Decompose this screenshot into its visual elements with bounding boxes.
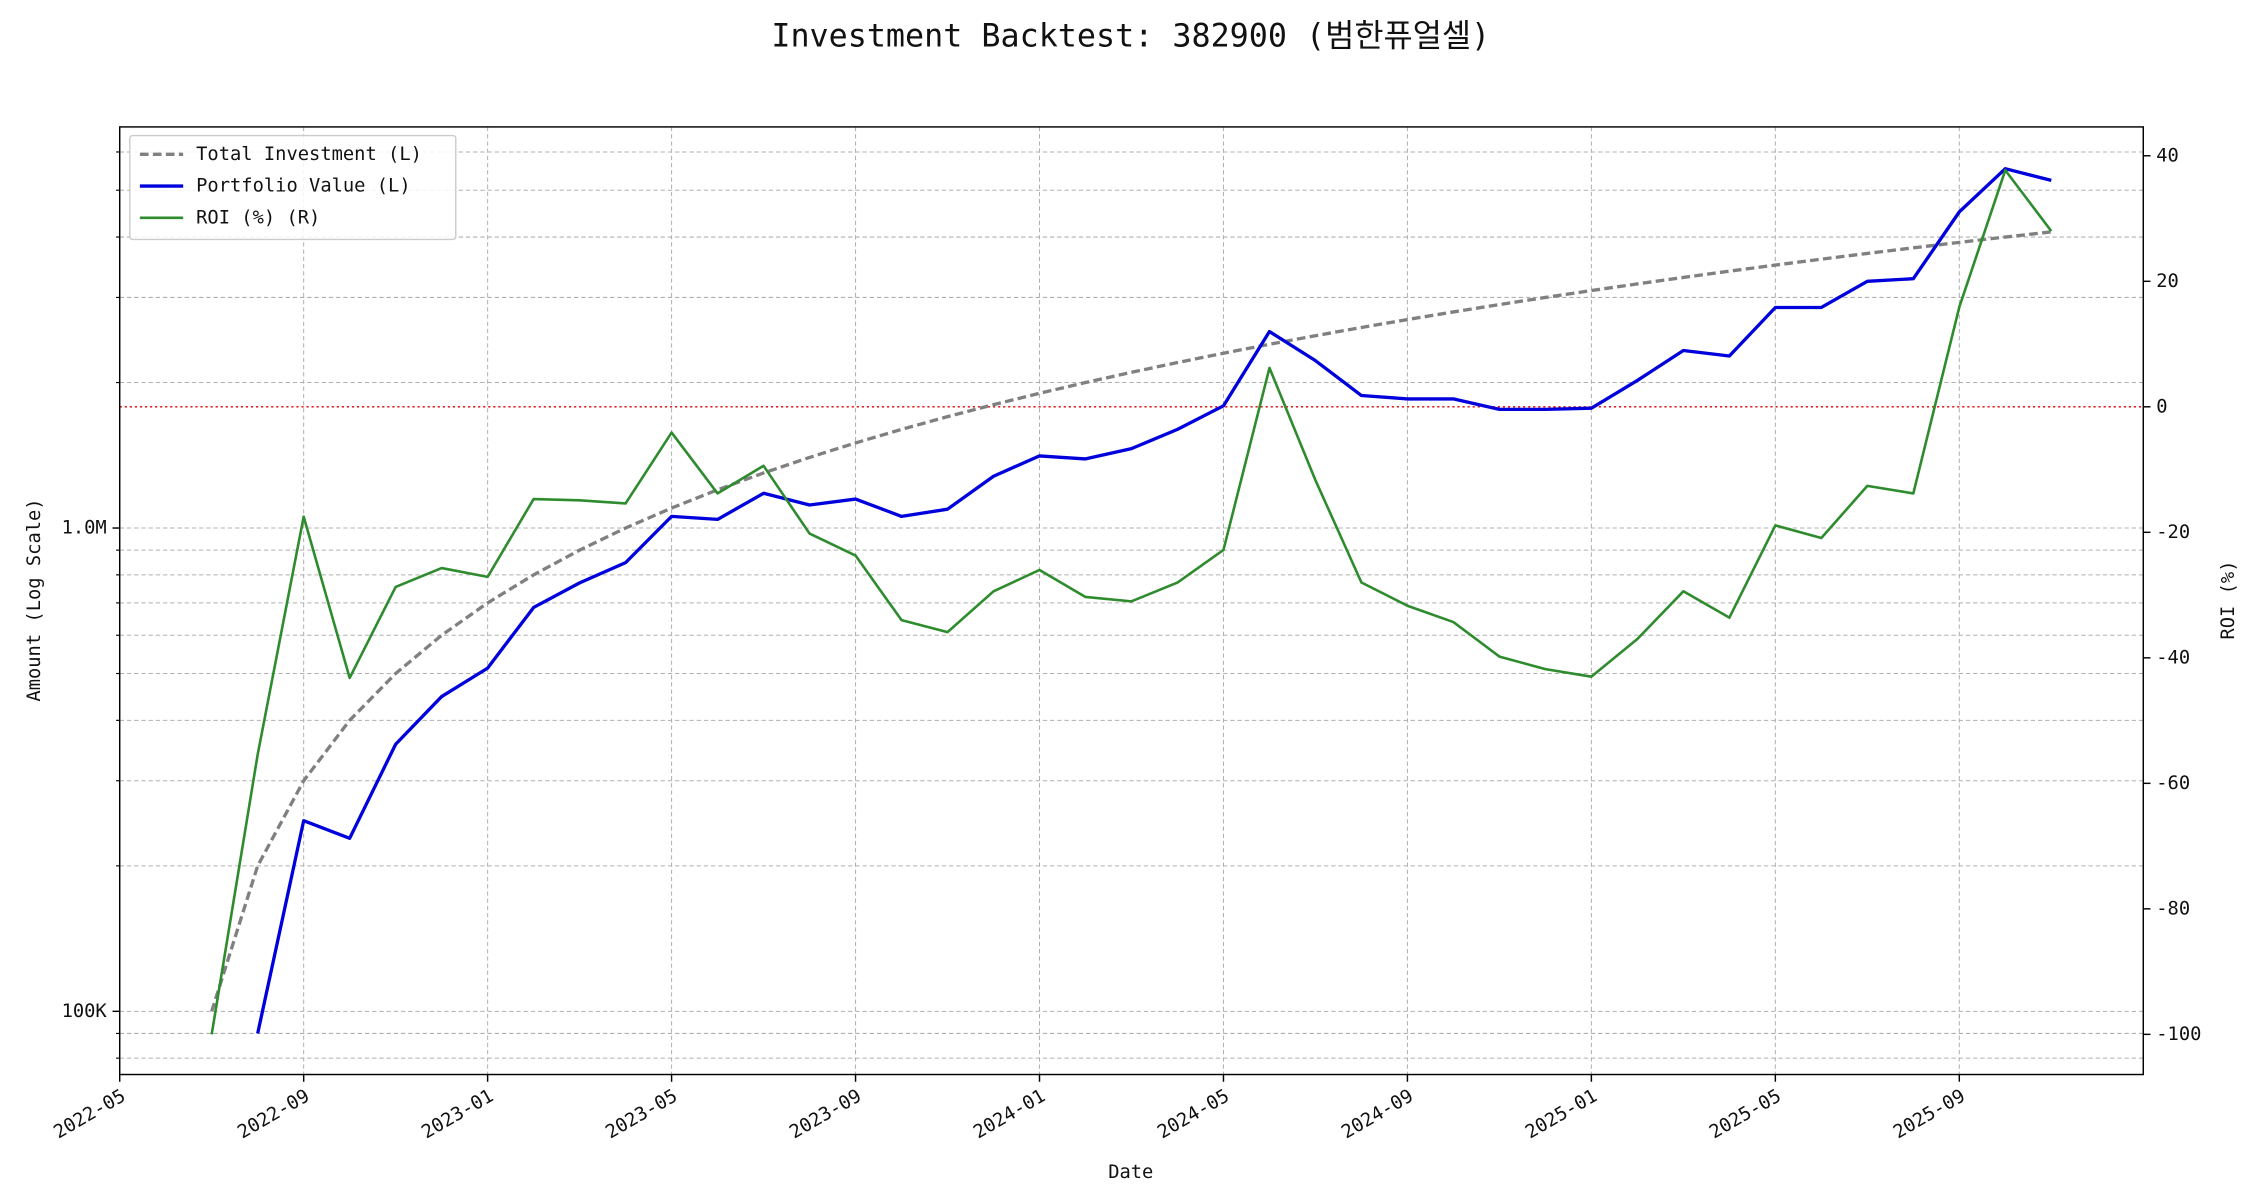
- series-line: [256, 167, 2052, 1034]
- y-tick-label: 100K: [62, 1001, 108, 1022]
- plot-area: [119, 167, 2144, 1035]
- legend-label: ROI (%) (R): [196, 207, 320, 228]
- y2-tick-label: -40: [2156, 647, 2190, 668]
- series-line: [210, 168, 2053, 1035]
- legend-label: Portfolio Value (L): [196, 176, 410, 197]
- y-axis-label: Amount (Log Scale): [24, 498, 45, 701]
- legend-box: [129, 134, 457, 241]
- legend-label: Total Investment (L): [196, 144, 422, 165]
- series-line: [210, 230, 2052, 1012]
- y2-tick-label: -80: [2156, 898, 2190, 919]
- y2-axis-label: ROI (%): [2218, 560, 2239, 639]
- y2-tick-label: 0: [2156, 396, 2167, 417]
- y2-tick-label: 20: [2156, 271, 2179, 292]
- y2-tick-label: -60: [2156, 773, 2190, 794]
- plot-frame: [118, 126, 2144, 1076]
- y2-tick-label: -20: [2156, 522, 2190, 543]
- y-tick-label: 1.0M: [62, 518, 107, 539]
- y2-tick-label: -100: [2156, 1024, 2201, 1045]
- x-axis-label: Date: [1108, 1162, 1153, 1183]
- y2-tick-label: 40: [2156, 145, 2179, 166]
- chart-title: Investment Backtest: 382900 (범한퓨얼셀): [771, 19, 1490, 55]
